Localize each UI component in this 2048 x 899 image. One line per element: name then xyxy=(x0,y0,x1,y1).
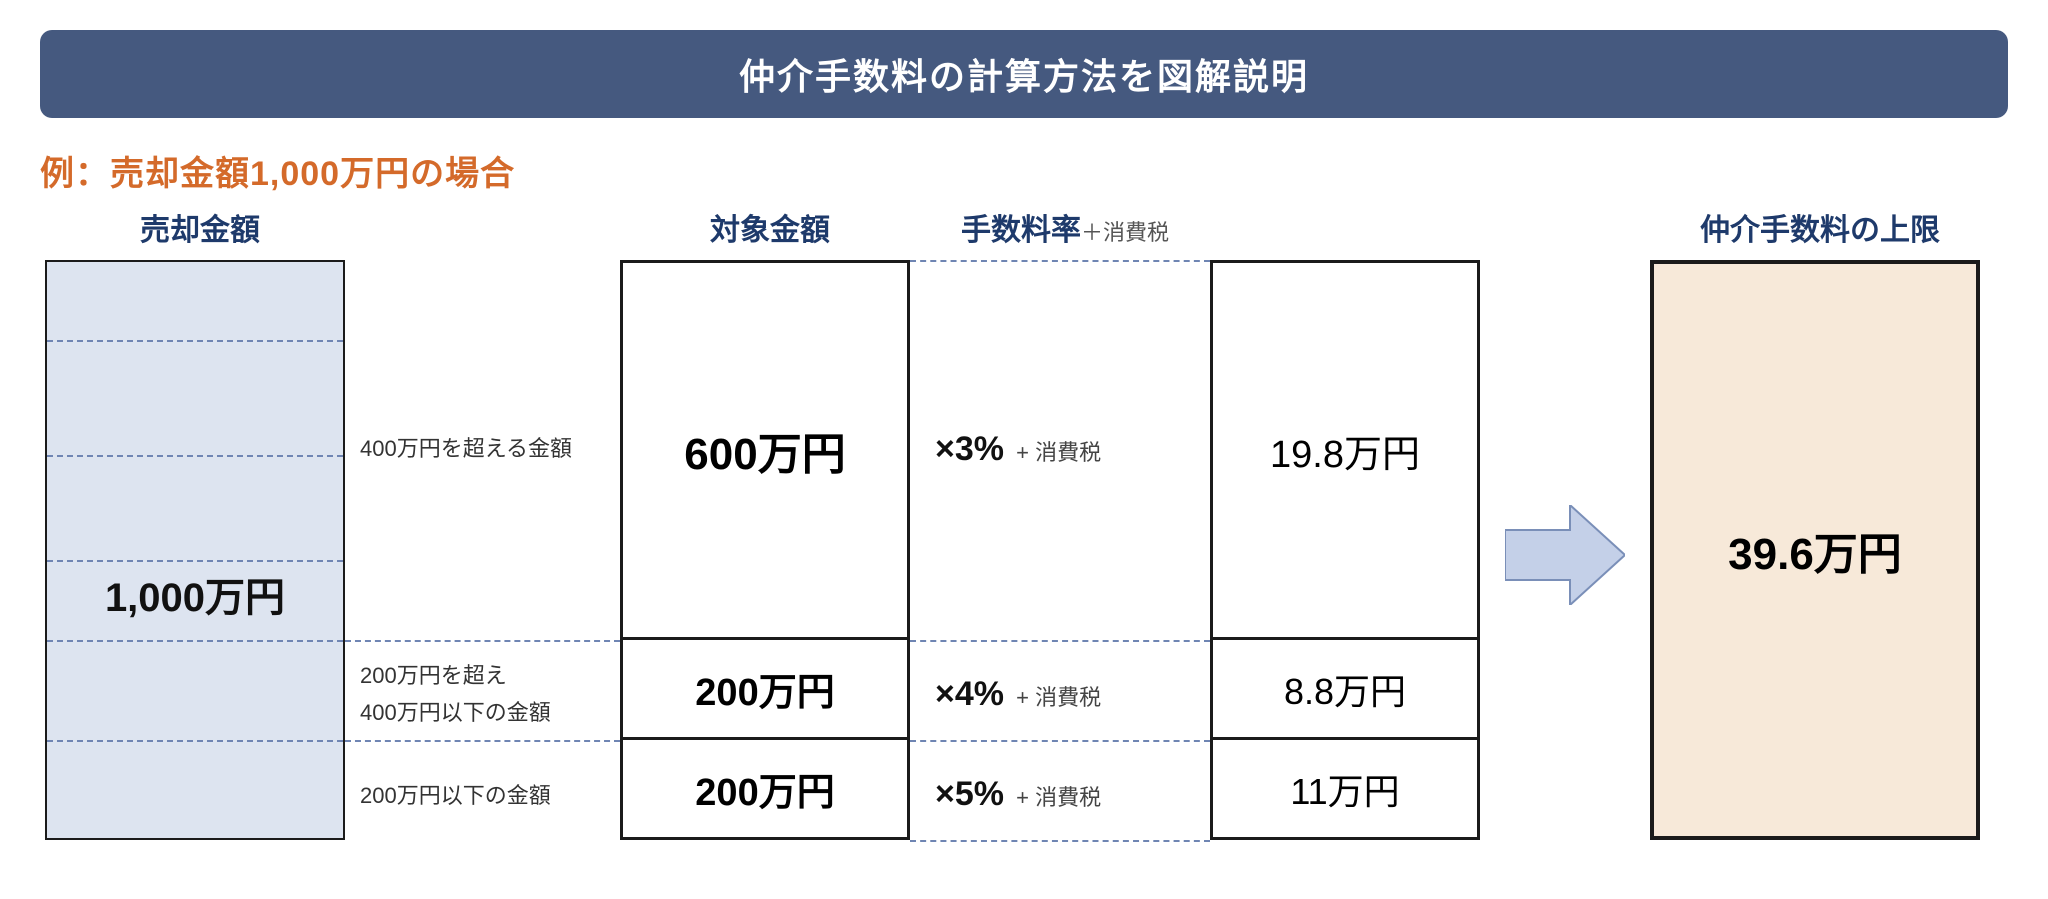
dash-row2 xyxy=(345,740,620,742)
sale-inner-dash-1 xyxy=(47,340,343,342)
rate-1-tax: + 消費税 xyxy=(1010,685,1101,710)
bracket-desc-2: 200万円以下の金額 xyxy=(360,777,551,814)
dash-row1 xyxy=(345,640,620,642)
header-rate: 手数料率＋消費税 xyxy=(925,205,1205,249)
sale-inner-dash-3 xyxy=(47,560,343,562)
target-amount-2: 200万円 xyxy=(620,740,910,840)
bracket-desc-1-line-0: 200万円を超え xyxy=(360,657,551,694)
sale-inner-dash-4 xyxy=(47,640,343,642)
header-rate-suffix: ＋消費税 xyxy=(1081,220,1169,245)
rate-1: ×4% + 消費税 xyxy=(935,675,1101,714)
header-rate-main: 手数料率 xyxy=(961,214,1081,247)
rate-0-value: ×3% xyxy=(935,430,1004,468)
rate-1-value: ×4% xyxy=(935,675,1004,713)
sale-amount-value: 1,000万円 xyxy=(45,565,345,623)
total-fee-box: 39.6万円 xyxy=(1650,260,1980,840)
subtotal-1: 8.8万円 xyxy=(1210,640,1480,740)
header-total: 仲介手数料の上限 xyxy=(1680,205,1960,249)
example-subtitle: 例：売却金額1,000万円の場合 xyxy=(40,146,2008,195)
sale-inner-dash-5 xyxy=(47,740,343,742)
rate-2: ×5% + 消費税 xyxy=(935,775,1101,814)
rate-0-tax: + 消費税 xyxy=(1010,440,1101,465)
header-sale: 売却金額 xyxy=(120,205,280,249)
total-fee-value: 39.6万円 xyxy=(1728,518,1902,582)
target-amount-1: 200万円 xyxy=(620,640,910,740)
rate-0: ×3% + 消費税 xyxy=(935,430,1101,469)
target-amount-column: 600万円 200万円 200万円 xyxy=(620,260,910,840)
bracket-desc-0: 400万円を超える金額 xyxy=(360,430,572,467)
sale-inner-dash-2 xyxy=(47,455,343,457)
arrow-icon xyxy=(1505,505,1625,605)
dash-mid-row3 xyxy=(910,840,1210,842)
subtotal-column: 19.8万円 8.8万円 11万円 xyxy=(1210,260,1480,840)
subtotal-0: 19.8万円 xyxy=(1210,260,1480,640)
header-target-amount: 対象金額 xyxy=(690,205,850,249)
sale-amount-box xyxy=(45,260,345,840)
dash-mid-row2 xyxy=(910,740,1210,742)
subtotal-2: 11万円 xyxy=(1210,740,1480,840)
target-amount-0: 600万円 xyxy=(620,260,910,640)
dash-mid-row0 xyxy=(910,260,1210,262)
rate-2-tax: + 消費税 xyxy=(1010,785,1101,810)
bracket-desc-0-line-0: 400万円を超える金額 xyxy=(360,430,572,467)
diagram: 売却金額 対象金額 手数料率＋消費税 仲介手数料の上限 1,000万円 400万… xyxy=(40,205,2008,865)
rate-2-value: ×5% xyxy=(935,775,1004,813)
title-bar: 仲介手数料の計算方法を図解説明 xyxy=(40,30,2008,118)
dash-mid-row1 xyxy=(910,640,1210,642)
bracket-desc-1: 200万円を超え 400万円以下の金額 xyxy=(360,657,551,732)
bracket-desc-1-line-1: 400万円以下の金額 xyxy=(360,694,551,731)
bracket-desc-2-line-0: 200万円以下の金額 xyxy=(360,777,551,814)
